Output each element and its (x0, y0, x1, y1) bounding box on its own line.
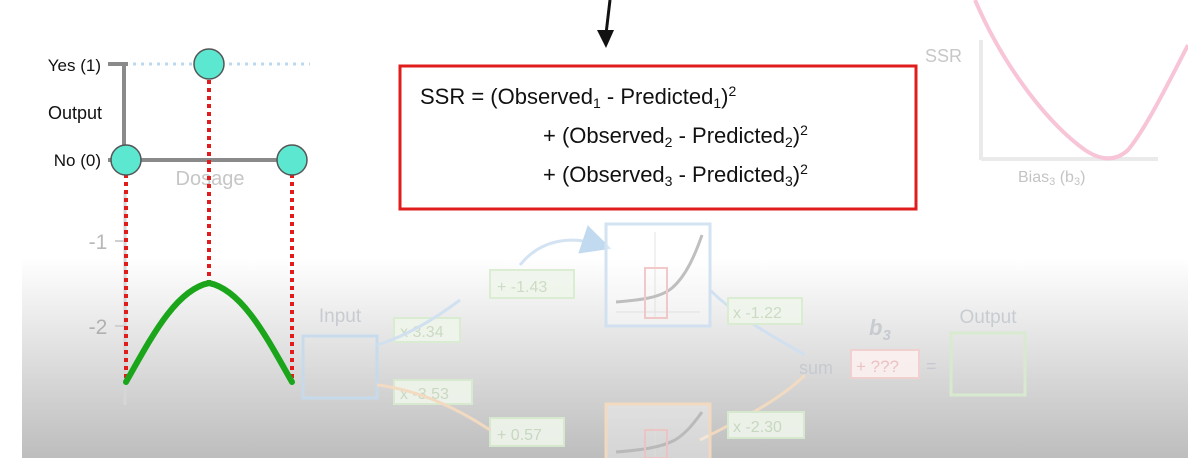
nn-equals: = (926, 356, 937, 376)
fitted-curve (123, 279, 295, 385)
nn-w3-label: x -1.22 (733, 305, 782, 322)
nn-edge-top-1 (376, 298, 461, 347)
nn-w1-label: x 3.34 (400, 324, 444, 341)
neural-network: Input x 3.34 x -3.53 + -1.43 + 0.57 x -1… (301, 222, 1027, 458)
nn-edge-top-3 (708, 288, 806, 357)
nn-w4-box (727, 411, 805, 439)
nn-edge-top-2 (518, 225, 612, 266)
nn-b1-label: + -1.43 (497, 279, 547, 296)
output-axis-label: Output (48, 103, 102, 123)
nn-output-label: Output (959, 307, 1017, 328)
ssr-equation: SSR = (Observed1 - Predicted1)2 + (Obser… (398, 64, 918, 211)
nn-w4-label: x -2.30 (733, 419, 782, 436)
nn-w2-label: x -3.53 (400, 386, 449, 403)
y-tick-label-minus2: -2 (89, 316, 108, 339)
ssr-equation-line2: + (Observed2 - Predicted2)2 (543, 122, 808, 150)
nn-b2-label: + 0.57 (497, 427, 542, 444)
nn-b3-box (850, 349, 920, 379)
nn-activation-top (604, 222, 712, 328)
nn-activation-bottom-highlight (644, 429, 668, 458)
ssr-equation-line3: + (Observed3 - Predicted3)2 (543, 161, 808, 189)
ssr-equation-line1: SSR = (Observed1 - Predicted1)2 (420, 83, 736, 111)
nn-b3-value: + ??? (856, 357, 899, 376)
nn-input-label: Input (319, 306, 362, 327)
nn-b2-box (489, 417, 565, 447)
dosage-graph: -1 -2 Dosage Yes (1) Output No (0) (48, 48, 310, 405)
nn-w1-box (393, 317, 461, 343)
down-arrow-head (597, 30, 614, 48)
nn-activation-top-highlight (644, 267, 668, 319)
nn-edge-bottom-3 (699, 373, 807, 442)
observed-point-3 (276, 144, 308, 176)
nn-input-box (301, 334, 379, 400)
yes-label: Yes (1) (48, 56, 101, 75)
nn-activation-bottom-curve (615, 411, 704, 454)
down-arrow-shaft (604, 0, 612, 35)
ssr-plot-ylabel: SSR (925, 46, 962, 66)
nn-sum-label: sum (799, 358, 833, 378)
ssr-plot: SSR Bias3 (b3) (925, 0, 1188, 188)
observed-point-1 (110, 144, 142, 176)
ssr-plot-xlabel: Bias3 (b3) (1018, 169, 1085, 188)
ssr-plot-curve (973, 0, 1188, 161)
nn-output-box (949, 331, 1027, 397)
nn-w3-box (727, 297, 803, 325)
no-label: No (0) (54, 151, 101, 170)
nn-activation-top-curve (615, 234, 704, 304)
observed-point-2 (193, 48, 225, 80)
ssr-equation-box (398, 64, 918, 211)
y-tick-label-minus1: -1 (89, 231, 108, 254)
nn-b1-box (489, 269, 575, 299)
nn-edge-bottom-1 (376, 383, 491, 432)
nn-b3-title: b3 (869, 315, 891, 344)
